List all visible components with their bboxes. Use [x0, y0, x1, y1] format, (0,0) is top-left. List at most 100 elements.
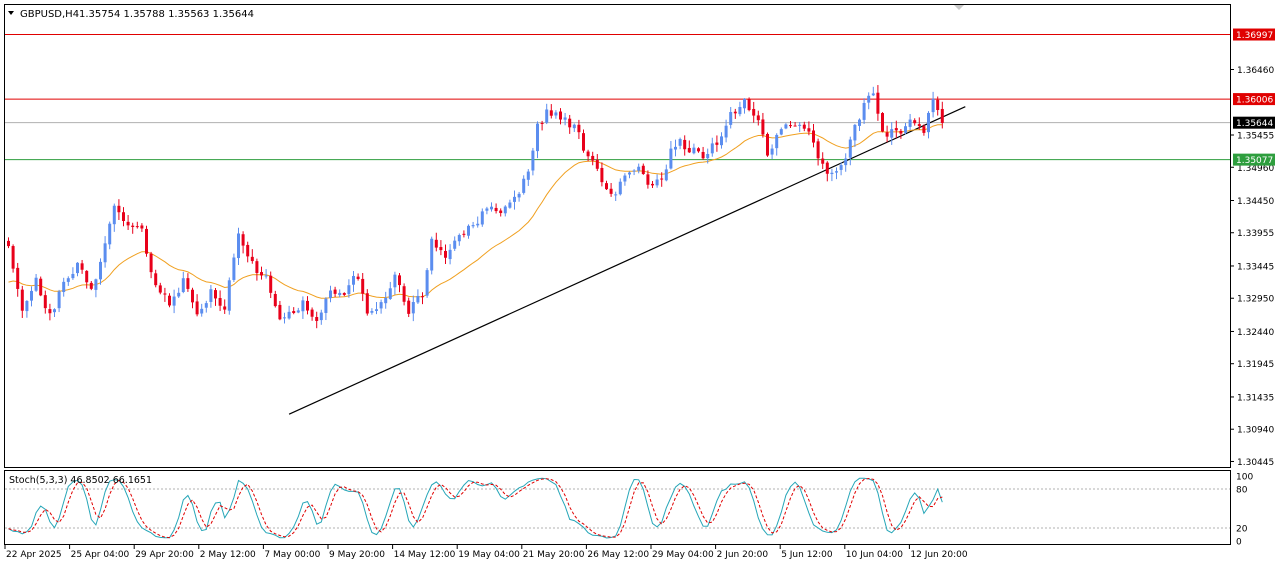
candle — [669, 141, 673, 170]
candle — [825, 161, 829, 182]
time-axis: 22 Apr 2025 25 Apr 04:00 29 Apr 20:00 2 May… — [4, 545, 968, 560]
price-tick-label: 1.31435 — [1237, 393, 1274, 403]
candle — [434, 232, 438, 252]
candle — [715, 135, 719, 152]
stoch-main-line — [8, 477, 943, 539]
price-tick-label: 1.30940 — [1237, 426, 1274, 436]
price-tick-label: 1.34450 — [1237, 197, 1274, 207]
candle — [135, 221, 139, 229]
candle — [595, 154, 599, 172]
candle — [678, 137, 682, 150]
candle — [250, 249, 254, 264]
candle — [62, 277, 66, 297]
candle — [200, 303, 204, 317]
price-tag-current — [1233, 116, 1275, 129]
candle — [30, 286, 33, 307]
moving-average-line — [8, 124, 943, 299]
candle — [99, 258, 102, 285]
candle — [867, 92, 871, 110]
stoch-axis-label: 0 — [1236, 538, 1242, 548]
candle — [917, 117, 921, 130]
candle — [241, 231, 245, 254]
candle — [471, 221, 475, 229]
candle — [457, 233, 461, 246]
candle — [264, 269, 268, 279]
time-tick-label: 10 Jun 04:00 — [846, 550, 903, 560]
candle — [821, 152, 825, 170]
candle — [485, 206, 489, 215]
candle — [480, 208, 484, 227]
candle — [145, 225, 148, 257]
candle — [858, 118, 861, 131]
time-tick-label: 5 Jun 12:00 — [781, 550, 833, 560]
candle — [568, 114, 572, 134]
time-tick-label: 29 Apr 20:00 — [135, 550, 194, 560]
candle — [319, 309, 323, 325]
candle — [237, 227, 240, 265]
candle — [614, 191, 618, 202]
candle — [706, 148, 710, 164]
candle — [931, 91, 935, 118]
stochastic-layer — [5, 477, 1230, 539]
candle — [844, 153, 848, 172]
candle — [522, 175, 526, 195]
candle — [16, 262, 20, 297]
stoch-axis-label: 100 — [1236, 473, 1253, 483]
candle — [370, 308, 374, 315]
candles-layer — [7, 85, 944, 329]
candle — [80, 259, 84, 274]
candle — [508, 199, 512, 209]
candle — [618, 178, 622, 196]
candle — [839, 162, 843, 176]
price-tick-label: 1.34960 — [1237, 164, 1274, 174]
candle — [701, 146, 705, 160]
candle — [407, 297, 411, 318]
triangle-down-icon[interactable] — [8, 11, 14, 15]
candle — [283, 312, 286, 324]
candle — [352, 271, 355, 292]
candle — [830, 168, 834, 182]
price-tag-support — [1233, 153, 1275, 166]
candle — [421, 292, 424, 305]
candle — [324, 297, 328, 321]
price-tags-layer: 1.36997 1.36006 1.35644 1.35077 — [1233, 28, 1275, 166]
candle — [278, 300, 282, 321]
candle — [467, 224, 470, 239]
candle — [554, 110, 558, 119]
candle — [296, 307, 300, 314]
price-tag-label: 1.35077 — [1236, 156, 1273, 166]
candle — [191, 287, 194, 309]
candle — [807, 121, 811, 136]
candle — [287, 305, 291, 320]
candle — [439, 240, 443, 256]
price-tag-resistance — [1233, 28, 1275, 41]
candle — [425, 268, 429, 298]
price-tick-label: 1.32950 — [1237, 295, 1274, 305]
candle — [559, 108, 562, 125]
candle — [526, 169, 530, 186]
price-tag-label: 1.36997 — [1236, 31, 1273, 41]
candle — [453, 236, 457, 251]
scroll-marker-icon[interactable] — [954, 5, 964, 10]
candle — [545, 103, 549, 125]
candle — [646, 170, 650, 189]
candle — [260, 266, 263, 280]
candle — [361, 272, 365, 302]
candle — [641, 163, 645, 175]
trendline-layer — [288, 106, 966, 415]
price-axis: 1.36460 1.35455 1.34960 1.34450 1.33955 1.334… — [1230, 66, 1274, 468]
candle — [747, 97, 751, 112]
candle — [292, 307, 296, 315]
price-tick-label: 1.36460 — [1237, 66, 1274, 76]
candle — [117, 199, 121, 220]
candle — [697, 147, 700, 153]
candle — [517, 191, 521, 202]
candle — [158, 282, 162, 295]
candle — [172, 289, 176, 314]
candle — [913, 118, 917, 126]
time-tick-label: 29 May 04:00 — [652, 550, 714, 560]
price-tick-label: 1.33955 — [1237, 229, 1274, 239]
candle — [384, 291, 388, 309]
